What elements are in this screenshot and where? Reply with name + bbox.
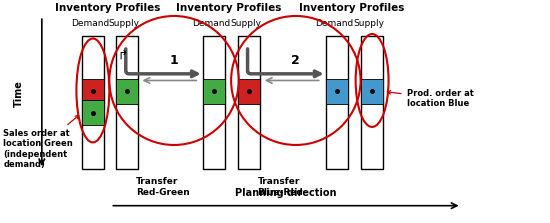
Bar xyxy=(116,79,138,104)
Bar xyxy=(326,36,348,169)
Text: Transfer
Blue-Red: Transfer Blue-Red xyxy=(257,177,303,196)
Text: 2: 2 xyxy=(292,54,300,67)
Bar xyxy=(202,79,224,104)
Text: Time: Time xyxy=(14,80,24,107)
Text: Supply: Supply xyxy=(109,19,140,29)
Text: Planning direction: Planning direction xyxy=(235,188,337,198)
Bar xyxy=(238,79,260,104)
Text: Demand: Demand xyxy=(192,19,230,29)
Text: Demand: Demand xyxy=(315,19,353,29)
Text: Demand: Demand xyxy=(71,19,109,29)
Text: Inventory Profiles: Inventory Profiles xyxy=(55,3,161,13)
Text: Inventory Profiles: Inventory Profiles xyxy=(175,3,281,13)
Bar xyxy=(82,79,104,104)
Text: Sales order at
location Green
(independent
demand): Sales order at location Green (independe… xyxy=(3,115,79,169)
Bar xyxy=(361,36,383,169)
Bar xyxy=(82,100,104,126)
Bar xyxy=(238,36,260,169)
Text: Inventory Profiles: Inventory Profiles xyxy=(299,3,404,13)
Text: ↱: ↱ xyxy=(118,48,128,62)
Bar xyxy=(326,79,348,104)
Bar xyxy=(82,36,104,169)
Bar xyxy=(202,36,224,169)
Text: Supply: Supply xyxy=(354,19,385,29)
Text: Transfer
Red-Green: Transfer Red-Green xyxy=(136,177,190,196)
Bar xyxy=(361,79,383,104)
Text: Prod. order at
location Blue: Prod. order at location Blue xyxy=(387,89,474,108)
Text: Supply: Supply xyxy=(230,19,261,29)
Bar xyxy=(116,36,138,169)
Text: 1: 1 xyxy=(169,54,178,67)
